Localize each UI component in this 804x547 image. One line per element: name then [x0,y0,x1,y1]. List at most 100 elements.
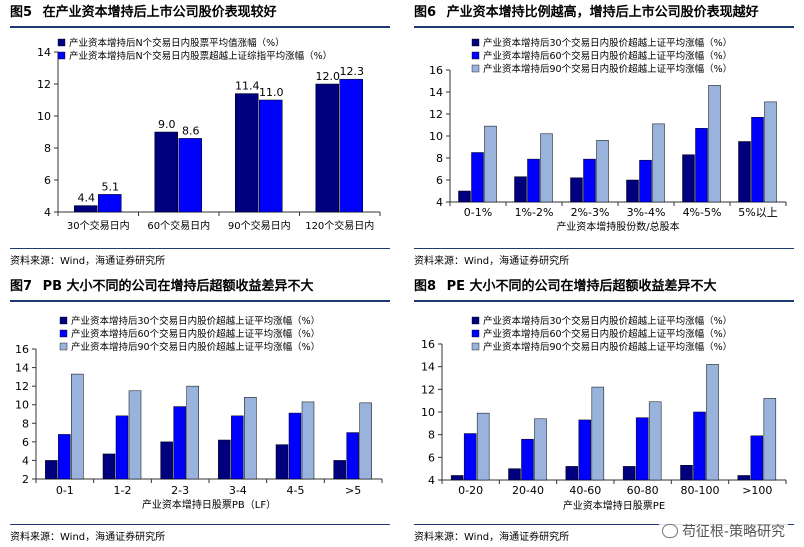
bar-chart: 4 6 8 10 12 14 30个交易日内 4.4 5.1 60个交易日内 9.0 8.6 90个交易… [37,37,381,232]
x-tick-label: 2-3 [171,484,189,497]
source-rule [414,248,794,249]
chart-panel-fig7: 图7 PB 大小不同的公司在增持后超额收益差异不大 2 4 6 8 10 12 14 16 0-… [10,278,390,543]
bar [58,434,71,480]
x-axis-title: 产业资本增持日股票PE [563,499,665,512]
bar [565,466,579,481]
y-tick-label: 12 [15,380,29,393]
legend-swatch [471,38,480,47]
figure-title: PE 大小不同的公司在增持后超额收益差异不大 [446,279,717,294]
chart-title: 图6 产业资本增持比例越高，增持后上市公司股价表现越好 [414,4,759,22]
source-rule [414,524,794,525]
legend-label: 产业资本增持后90个交易日内股价超越上证平均涨幅（%） [483,63,732,75]
legend-swatch [57,38,66,47]
y-tick-label: 16 [421,338,435,351]
data-label: 9.0 [158,118,176,131]
bar [71,373,84,480]
x-tick-label: 1-2 [114,484,132,497]
title-rule [10,300,390,302]
x-tick-label: 2%-3% [571,206,610,219]
source-note: 资料来源：Wind，海通证券研究所 [10,532,166,543]
data-label: 12.0 [316,70,341,83]
data-label: 12.3 [340,65,365,78]
bar [463,433,477,481]
bar [540,133,553,203]
bar [359,402,372,480]
x-tick-label: 60个交易日内 [147,219,210,232]
x-tick-label: 80-100 [681,484,720,497]
x-tick-label: 3-4 [229,484,247,497]
bar [534,418,547,481]
y-tick-label: 4 [44,206,51,219]
legend-swatch [59,329,68,338]
bar [622,466,636,481]
bar [128,390,142,480]
bar [648,401,662,481]
x-tick-label: 30个交易日内 [67,219,130,232]
legend-swatch [471,316,480,325]
bar [682,154,695,203]
bar [235,93,259,213]
source-note: 资料来源：Wind，海通证券研究所 [414,256,570,267]
bar [471,152,484,203]
legend-swatch [59,342,68,351]
figure-number: 图8 [414,279,437,294]
bar [652,123,665,203]
watermark: 苟征根-策略研究 [658,521,788,541]
bar [315,83,339,213]
legend-label: 产业资本增持后90个交易日内股价超越上证平均涨幅（%） [483,341,732,353]
figure-number: 图7 [10,279,33,294]
y-tick-label: 10 [37,110,51,123]
legend-label: 产业资本增持后60个交易日内股价超越上证平均涨幅（%） [71,328,320,340]
y-tick-label: 10 [421,406,435,419]
bar [578,419,592,481]
figure-title: 产业资本增持比例越高，增持后上市公司股价表现越好 [446,5,759,20]
x-axis-title: 产业资本增持股份数/总股本 [556,220,679,233]
chart-panel-fig5: 图5 在产业资本增持后上市公司股价表现较好 4 6 8 10 12 14 30个交易日内 4.… [10,4,390,269]
y-tick-label: 16 [429,64,443,77]
bar [706,364,719,481]
bar [708,85,721,203]
legend-label: 产业资本增持后90个交易日内股价超越上证平均涨幅（%） [71,341,320,353]
y-tick-label: 14 [37,46,51,59]
bar [521,438,534,481]
x-tick-label: 90个交易日内 [228,219,291,232]
bar [74,205,98,213]
bar [527,158,540,203]
chart-panel-fig6: 图6 产业资本增持比例越高，增持后上市公司股价表现越好 4 6 8 10 12 14 16 0… [414,4,794,269]
legend-swatch [471,342,480,351]
legend-swatch [471,51,480,60]
bar [186,385,199,480]
y-tick-label: 8 [22,417,29,430]
bar [639,159,652,203]
chart-panel-fig8: 图8 PE 大小不同的公司在增持后超额收益差异不大 4 6 8 10 12 14 16 0-2… [414,278,794,543]
bar [570,177,583,203]
legend-swatch [59,316,68,325]
bar [244,397,257,480]
bar [695,128,708,203]
title-rule [10,26,390,28]
wechat-icon [661,524,678,538]
y-tick-label: 6 [436,174,443,187]
y-tick-label: 8 [436,152,443,165]
x-tick-label: >5 [345,484,361,497]
y-tick-label: 4 [428,474,435,487]
source-rule [10,524,390,525]
bar [160,441,173,480]
x-tick-label: 3%-4% [627,206,666,219]
bar [450,475,464,481]
legend-label: 产业资本增持后30个交易日内股价超越上证平均涨幅（%） [483,315,732,327]
figure-number: 图6 [414,5,437,20]
bar [635,417,649,481]
chart-title: 图7 PB 大小不同的公司在增持后超额收益差异不大 [10,278,314,296]
figure-number: 图5 [10,5,33,20]
x-axis-title: 产业资本增持日股票PB（LF） [142,498,276,511]
bar [750,435,764,481]
legend-label: 产业资本增持后30个交易日内股价超越上证平均涨幅（%） [71,315,320,327]
x-tick-label: 120个交易日内 [305,219,374,232]
bar [231,415,244,480]
bar [259,99,283,213]
y-tick-label: 8 [44,142,51,155]
source-note: 资料来源：Wind，海通证券研究所 [414,532,570,543]
legend-label: 产业资本增持后60个交易日内股价超越上证平均涨幅（%） [483,328,732,340]
bar [484,125,497,203]
